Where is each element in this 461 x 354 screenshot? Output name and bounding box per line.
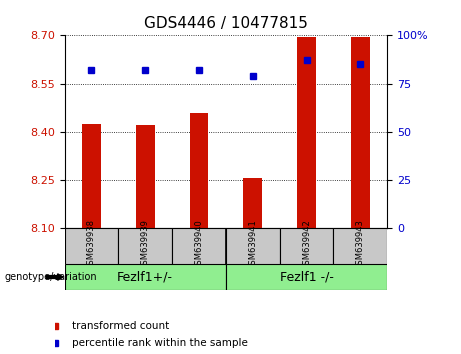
Text: GSM639938: GSM639938 [87,219,96,270]
Bar [226,228,280,264]
Bar [226,264,387,290]
Text: GSM639940: GSM639940 [195,219,203,270]
Text: Fezlf1 -/-: Fezlf1 -/- [280,270,333,284]
Text: GSM639939: GSM639939 [141,219,150,270]
Bar [65,264,226,290]
Bar [351,37,370,228]
Text: genotype/variation: genotype/variation [5,272,97,282]
Text: GSM639941: GSM639941 [248,219,257,270]
Title: GDS4446 / 10477815: GDS4446 / 10477815 [144,16,308,32]
Bar [243,178,262,228]
Bar [65,228,118,264]
Bar [189,113,208,228]
Bar [297,37,316,228]
Bar [136,125,154,228]
Text: GSM639943: GSM639943 [356,219,365,270]
Text: percentile rank within the sample: percentile rank within the sample [71,338,248,348]
Bar [82,124,101,228]
Text: transformed count: transformed count [71,321,169,331]
Bar [172,228,226,264]
Bar [118,228,172,264]
Text: Fezlf1+/-: Fezlf1+/- [117,270,173,284]
Text: GSM639942: GSM639942 [302,219,311,270]
Bar [333,228,387,264]
Bar [280,228,333,264]
